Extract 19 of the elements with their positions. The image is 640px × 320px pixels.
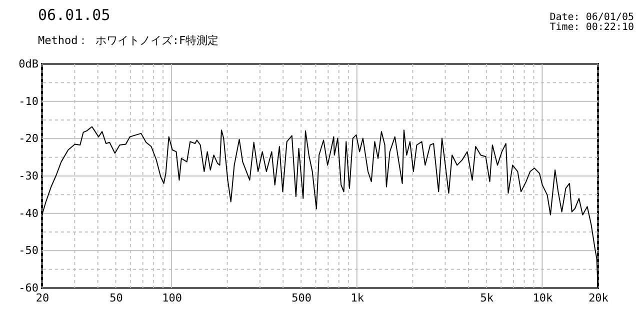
x-tick-label: 10k	[532, 292, 554, 304]
text: Time: 00:22:10	[550, 22, 634, 33]
y-tick-label: -40	[18, 206, 38, 220]
y-tick-label: -10	[18, 94, 38, 108]
y-tick-label: -20	[18, 132, 38, 146]
chart-subtitle: Method： ホワイトノイズ:F特測定	[38, 34, 219, 47]
y-tick-label: -50	[18, 244, 38, 258]
y-tick-label: -60	[18, 282, 38, 294]
y-tick-label: -30	[18, 170, 38, 182]
x-tick-label: 1k	[350, 292, 364, 304]
chart-title: 06.01.05	[38, 6, 110, 24]
x-tick-label: 50	[110, 292, 123, 304]
x-tick-label: 5k	[480, 292, 494, 304]
x-tick-label: 100	[162, 292, 182, 304]
x-tick-label: 500	[292, 292, 312, 304]
x-tick-label: 20k	[588, 292, 609, 304]
text: Date: 06/01/05	[550, 12, 634, 23]
y-tick-label: 0dB	[18, 58, 39, 70]
x-tick-label: 20	[36, 292, 50, 304]
